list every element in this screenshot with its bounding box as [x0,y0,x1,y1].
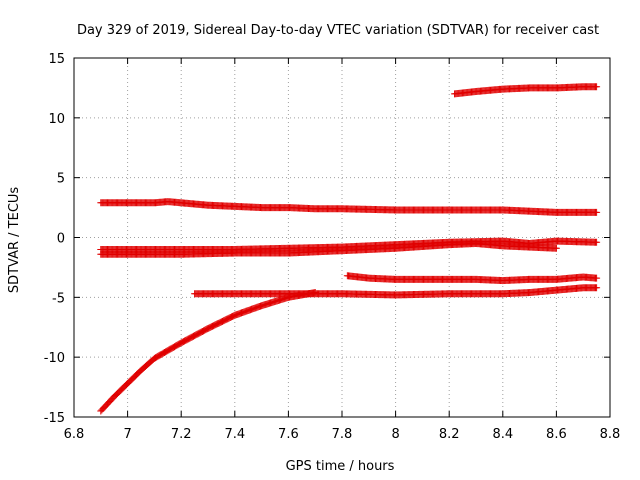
data-points [97,83,601,415]
series-sat-A [451,83,601,98]
y-tick-label: 0 [57,232,65,247]
data-point [593,284,601,292]
x-tick-label: 7.4 [224,427,245,442]
x-tick-label: 8.4 [492,427,513,442]
y-axis-title: SDTVAR / TECUs [7,187,22,294]
data-point [593,208,601,216]
x-tick-label: 6.8 [64,427,85,442]
y-tick-label: -10 [44,351,65,366]
chart-title: Day 329 of 2019, Sidereal Day-to-day VTE… [77,23,599,38]
series-sat-E [343,272,601,285]
data-point [311,289,319,297]
y-tick-label: -5 [52,291,65,306]
y-tick-label: 15 [48,52,65,67]
x-tick-label: 8.8 [600,427,621,442]
series-sat-B [97,198,601,216]
data-point [593,83,601,91]
y-tick-label: 5 [57,172,65,187]
series-sat-D [97,239,560,258]
y-tick-labels: 15 10 5 0 -5 -10 -15 [44,52,65,426]
x-tick-label: 7.8 [332,427,353,442]
x-tick-label: 8 [391,427,399,442]
axis-ticks [73,57,611,418]
x-tick-labels: 6.8 7 7.2 7.4 7.6 7.8 8 8.2 8.4 8.6 8.8 [64,427,621,442]
x-tick-label: 7.6 [278,427,299,442]
y-tick-label: 10 [48,112,65,127]
x-tick-label: 8.2 [439,427,460,442]
data-point [593,274,601,282]
grid [74,58,610,417]
x-tick-label: 8.6 [546,427,567,442]
x-axis-title: GPS time / hours [286,459,395,474]
data-point [593,238,601,246]
y-tick-label: -15 [44,411,65,426]
series-sat-G [97,289,319,415]
x-tick-label: 7 [123,427,131,442]
x-tick-label: 7.2 [171,427,192,442]
data-point [552,244,560,252]
